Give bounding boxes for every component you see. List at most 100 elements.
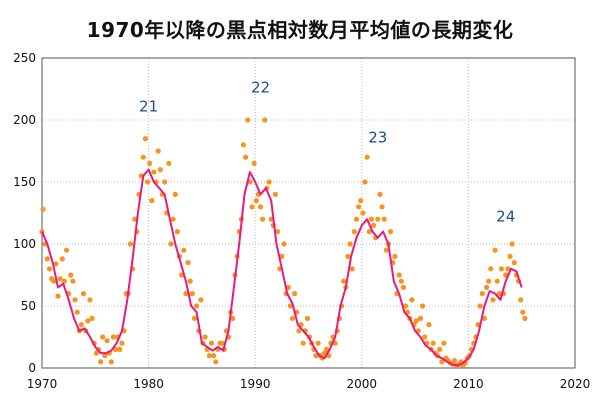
data-point: [398, 278, 404, 284]
data-point: [351, 229, 357, 235]
data-point: [486, 278, 492, 284]
data-point: [481, 315, 487, 321]
data-point: [358, 198, 364, 204]
data-point: [185, 260, 191, 266]
data-point: [341, 278, 347, 284]
data-point: [272, 191, 279, 197]
grid-layer: [42, 57, 575, 368]
data-point: [419, 303, 426, 309]
data-point: [490, 297, 496, 303]
data-point: [289, 315, 296, 321]
data-point: [353, 216, 360, 222]
data-point: [191, 315, 198, 321]
data-point: [149, 198, 155, 204]
cycle-label: 23: [368, 128, 387, 146]
data-point: [44, 256, 50, 262]
data-point: [287, 303, 293, 309]
data-point: [477, 303, 483, 309]
data-point: [40, 206, 46, 212]
data-point: [375, 216, 381, 222]
data-point: [439, 359, 445, 365]
data-point: [379, 204, 385, 210]
y-tick-label: 50: [21, 299, 36, 313]
data-point: [437, 346, 443, 352]
data-point: [479, 291, 485, 297]
smoothed-line-layer: [41, 168, 523, 367]
data-point: [402, 303, 409, 309]
data-point: [72, 297, 78, 303]
data-point: [98, 359, 104, 365]
data-point: [87, 297, 93, 303]
data-point: [189, 291, 195, 297]
data-point: [240, 142, 247, 148]
data-point: [243, 154, 249, 160]
data-point: [496, 291, 502, 297]
data-point: [170, 216, 176, 222]
data-point: [174, 229, 180, 235]
cycle-label: 24: [496, 208, 515, 226]
data-point: [104, 338, 110, 344]
data-point: [360, 210, 366, 216]
data-point: [57, 276, 63, 282]
data-point: [187, 278, 193, 284]
data-point: [296, 328, 302, 334]
data-point: [249, 204, 255, 210]
smoothed-line: [41, 168, 523, 367]
data-point: [262, 117, 268, 123]
data-point: [498, 266, 505, 272]
data-point: [377, 191, 383, 197]
x-tick-label: 1980: [133, 377, 164, 391]
data-point: [151, 169, 157, 175]
data-point: [172, 191, 178, 197]
data-point: [202, 334, 208, 340]
data-point: [59, 256, 65, 262]
data-point: [430, 340, 436, 346]
data-point: [147, 160, 153, 166]
monthly-points: [39, 117, 528, 369]
chart-title: 1970年以降の黒点相対数月平均値の長期変化: [86, 18, 514, 42]
data-point: [89, 315, 95, 321]
data-point: [193, 303, 200, 309]
data-point: [266, 179, 272, 185]
data-point: [166, 160, 172, 166]
data-point: [345, 253, 351, 259]
data-point: [74, 309, 80, 315]
data-point: [509, 241, 515, 247]
data-point: [520, 309, 526, 315]
data-point: [281, 241, 287, 247]
data-point: [409, 297, 415, 303]
x-tick-label: 1990: [240, 377, 271, 391]
data-point: [119, 340, 125, 346]
data-point: [396, 272, 402, 278]
data-point: [417, 315, 424, 321]
x-tick-label: 2000: [347, 377, 378, 391]
data-point: [155, 148, 161, 154]
data-point: [505, 266, 511, 272]
data-point: [518, 297, 524, 303]
data-point: [257, 204, 264, 210]
data-point: [383, 247, 389, 253]
data-point: [142, 136, 149, 142]
data-point: [63, 247, 70, 253]
data-point: [53, 261, 59, 267]
data-point: [70, 278, 76, 284]
data-point: [127, 241, 134, 247]
data-point: [274, 229, 281, 235]
data-point: [157, 167, 163, 173]
data-point: [522, 315, 528, 321]
plot-border: [41, 57, 576, 369]
data-point: [368, 216, 374, 222]
data-point: [260, 216, 266, 222]
data-point: [108, 359, 114, 365]
data-point: [183, 291, 189, 297]
data-point: [68, 272, 74, 278]
data-point: [315, 340, 321, 346]
data-point: [80, 291, 87, 297]
axis-layer: 0 50 100 150 200 250 1970 1980 1990 2000 2010 2020: [13, 51, 590, 391]
data-point: [422, 334, 428, 340]
data-point: [85, 318, 91, 324]
data-point: [349, 266, 355, 272]
y-tick-label: 100: [13, 237, 36, 251]
data-point: [356, 204, 362, 210]
